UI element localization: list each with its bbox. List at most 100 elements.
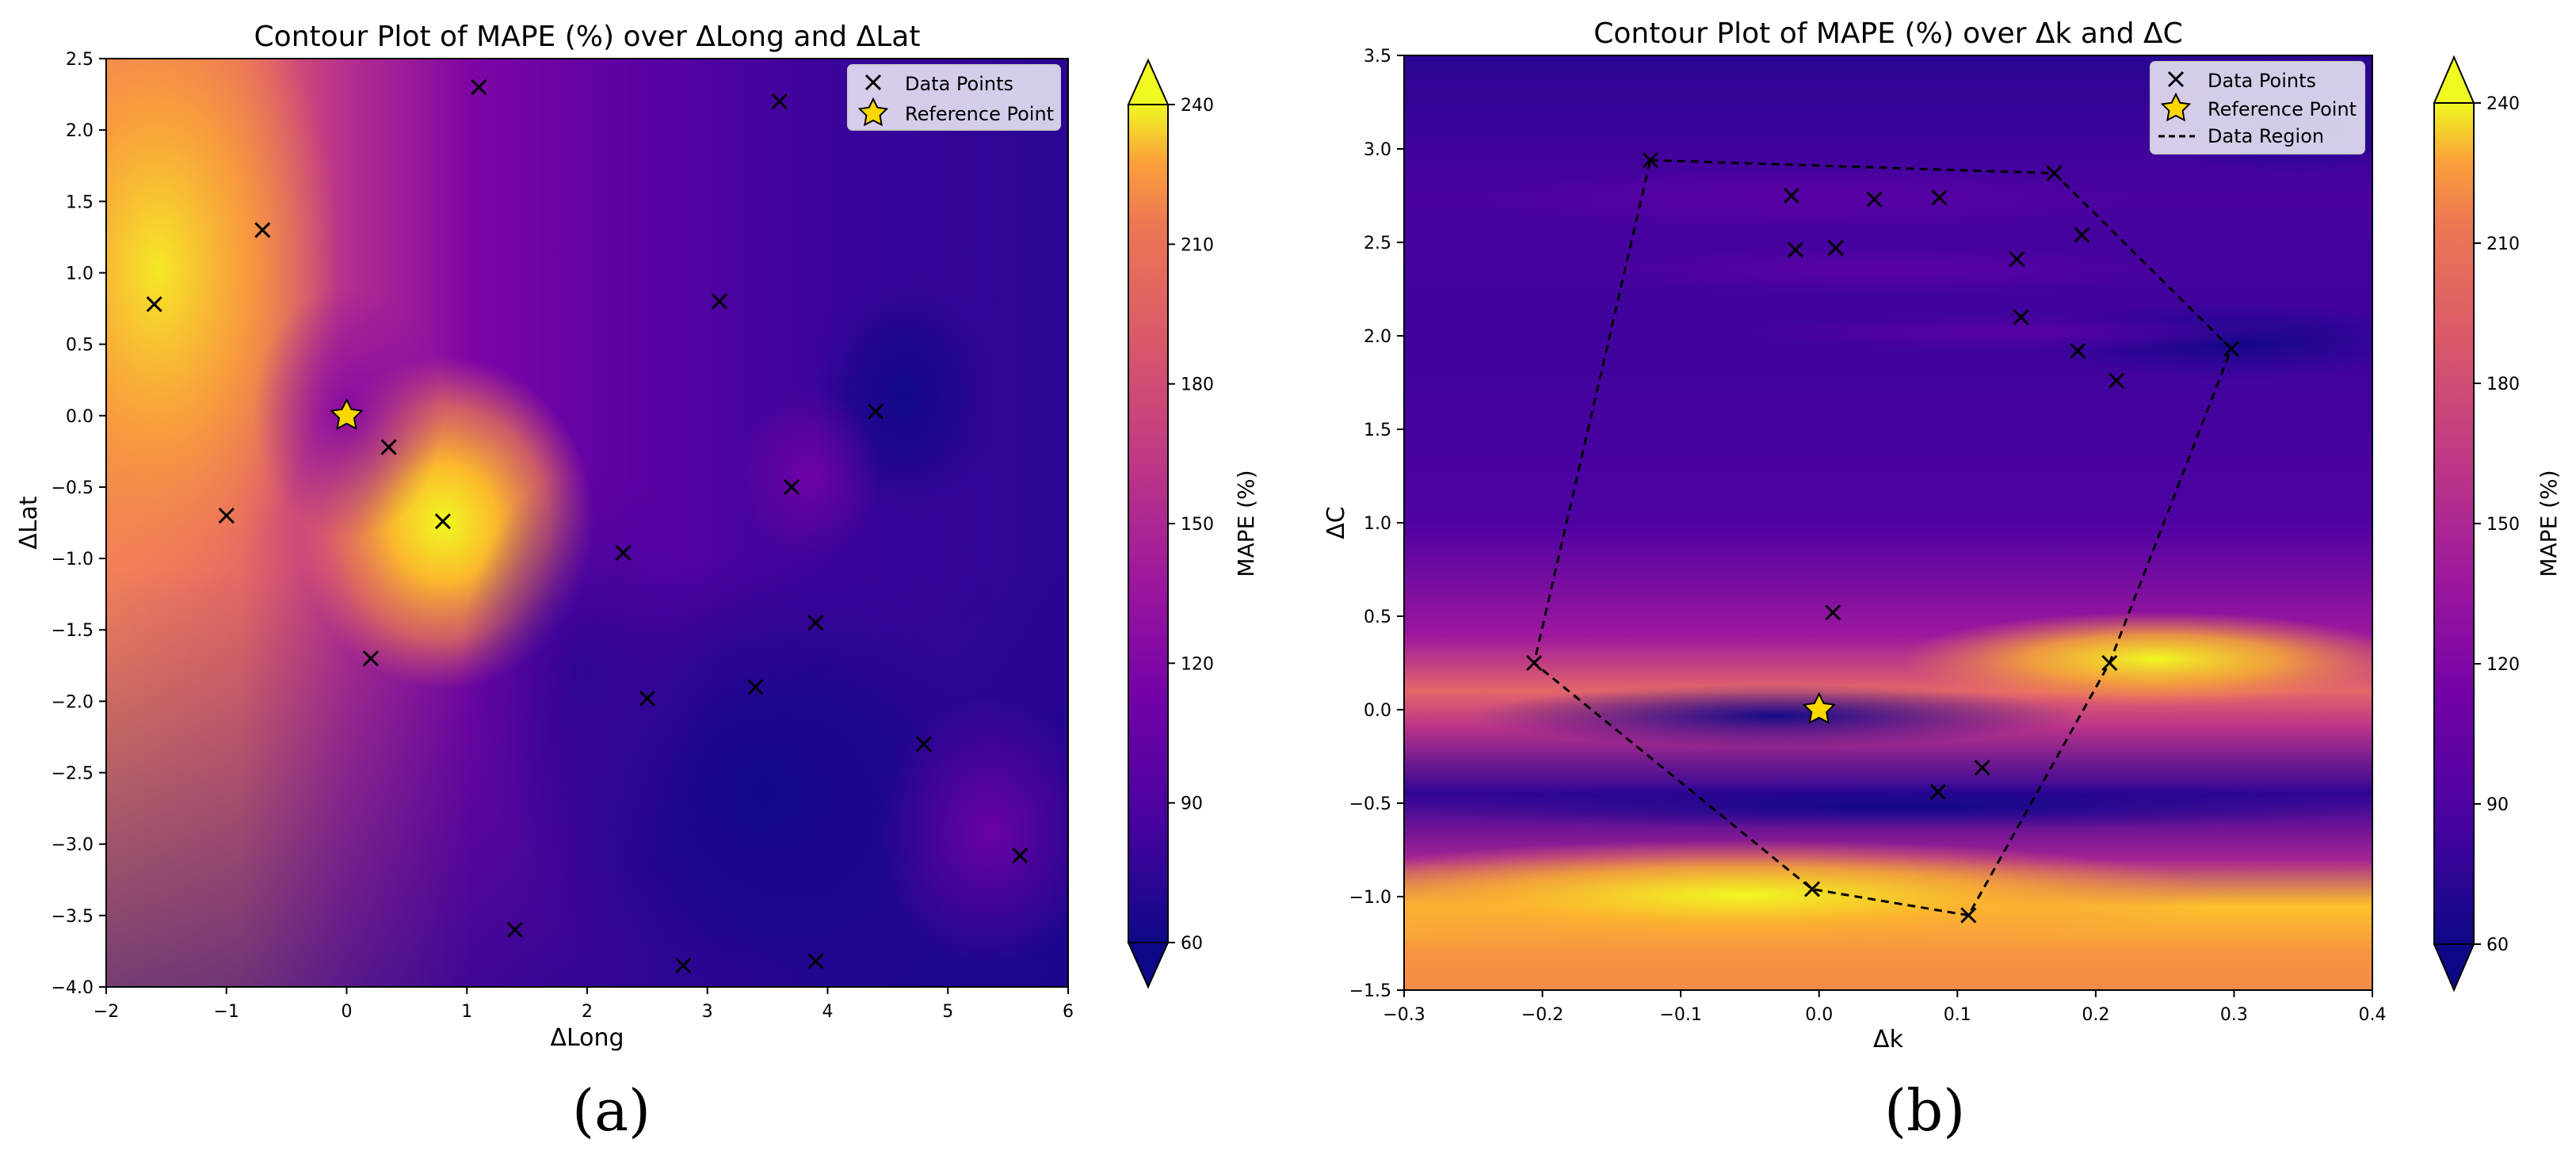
colorbar-extend-top-a [1127, 58, 1170, 105]
colorbar-tick-label-b: 90 [2486, 795, 2509, 815]
y-tick-label-a: −1.0 [52, 550, 93, 569]
data-region-polygon [1532, 158, 2233, 917]
colorbar-b: 60 90 120 150 180 210 240 MAPE (%) [2433, 55, 2562, 992]
data-point-marker [1783, 187, 1799, 204]
data-point-marker [807, 615, 824, 631]
data-point-marker [1787, 242, 1804, 258]
data-point-marker [1526, 654, 1543, 672]
colorbar-tick-label-b: 60 [2486, 935, 2509, 955]
colorbar-tick-label-b: 180 [2486, 375, 2520, 394]
y-tick-label-a: −3.0 [52, 836, 93, 855]
x-tick-label-b: 0.0 [1805, 1005, 1833, 1025]
x-tick-label-b: −0.2 [1521, 1005, 1563, 1025]
data-point-marker [915, 736, 932, 752]
x-tick-label-a: 6 [1063, 1002, 1074, 1022]
legend-marker-reference-point-a [857, 97, 889, 127]
y-tick-label-a: −4.0 [52, 978, 93, 998]
colorbar-ticks-a: 60 90 120 150 180 210 240 [1168, 96, 1214, 954]
data-point-marker [2046, 165, 2063, 181]
colorbar-label-b: MAPE (%) [2536, 470, 2562, 577]
y-tick-label-a: −1.5 [52, 621, 93, 641]
colorbar-tick-label-a: 240 [1181, 96, 1214, 116]
y-axis-label-a: ΔLat [15, 496, 43, 550]
y-tick-label-a: −2.0 [52, 692, 93, 712]
colorbar-a: 60 90 120 150 180 210 240 MAPE (%) [1127, 58, 1259, 989]
colorbar-tick-label-a: 150 [1181, 515, 1214, 535]
data-point-marker [1931, 189, 1948, 206]
y-axis-label-b: ΔC [1322, 506, 1350, 539]
colorbar-tick-label-a: 60 [1181, 934, 1203, 954]
y-tick-label-a: −3.5 [52, 907, 93, 927]
x-tick-label-b: −0.3 [1383, 1005, 1425, 1025]
contour-field-a [106, 59, 1068, 987]
legend-label-reference-point-b: Reference Point [2208, 98, 2357, 120]
y-tick-label-a: 2.5 [66, 50, 93, 70]
y-tick-label-a: 1.0 [66, 264, 93, 284]
data-point-marker [1974, 760, 1990, 776]
x-tick-label-b: −0.1 [1659, 1005, 1701, 1025]
data-point-marker [2013, 309, 2029, 326]
x-tick-label-b: 0.3 [2220, 1005, 2248, 1025]
reference-point-marker [330, 398, 364, 430]
y-tick-label-b: 2.5 [1364, 234, 1391, 253]
colorbar-label-a: MAPE (%) [1233, 470, 1259, 577]
data-point-marker [783, 478, 800, 495]
colorbar-tick-label-a: 90 [1181, 794, 1203, 814]
x-tick-label-b: 0.2 [2082, 1005, 2109, 1025]
y-tick-label-a: 0.0 [66, 407, 93, 427]
x-axis-label-b: Δk [1873, 1026, 1904, 1053]
colorbar-extend-top-b [2433, 55, 2475, 104]
x-tick-label-b: 0.1 [1944, 1005, 1971, 1025]
x-tick-label-a: −2 [93, 1002, 119, 1022]
colorbar-gradient-a [1128, 104, 1169, 943]
reference-point-marker [1802, 691, 1836, 725]
panel-b: Contour Plot of MAPE (%) over Δk and ΔC … [1322, 17, 2562, 1053]
data-point-marker [771, 93, 788, 110]
x-tick-label-a: 0 [342, 1002, 353, 1022]
data-point-marker [362, 650, 379, 667]
legend-label-reference-point-a: Reference Point [905, 103, 1054, 125]
y-tick-label-a: 2.0 [66, 121, 93, 141]
colorbar-tick-label-b: 240 [2486, 94, 2520, 114]
data-point-marker [218, 507, 235, 524]
y-tick-label-b: 0.0 [1364, 701, 1391, 721]
y-tick-label-b: −1.0 [1349, 888, 1391, 908]
legend-marker-data-points-a [864, 74, 882, 91]
data-point-marker [2009, 251, 2025, 268]
x-tick-label-a: −1 [214, 1002, 239, 1022]
colorbar-tick-label-a: 180 [1181, 375, 1214, 395]
x-tick-label-b: 0.4 [2359, 1005, 2387, 1025]
data-point-marker [2074, 227, 2090, 243]
data-point-marker [146, 296, 162, 313]
data-point-marker [1825, 604, 1841, 621]
x-axis-label-a: ΔLong [550, 1024, 624, 1052]
contour-field-b [1404, 55, 2372, 990]
data-point-marker [434, 513, 451, 530]
data-point-marker [868, 403, 884, 420]
data-point-marker [1803, 881, 1821, 897]
y-tick-label-b: 1.0 [1364, 514, 1391, 534]
y-tick-label-b: −1.5 [1349, 981, 1391, 1001]
legend-marker-data-points-b [2167, 70, 2185, 88]
data-point-marker [2070, 342, 2086, 359]
chart-title-a: Contour Plot of MAPE (%) over ΔLong and … [254, 21, 921, 53]
data-point-marker [1929, 783, 1946, 800]
legend-b: Data Points Reference Point Data Region [2150, 61, 2365, 154]
data-point-marker [1960, 907, 1977, 924]
colorbar-tick-label-a: 210 [1181, 235, 1214, 255]
data-point-marker [639, 690, 655, 707]
colorbar-ticks-b: 60 90 120 150 180 210 240 [2474, 94, 2520, 955]
data-point-marker [1642, 152, 1658, 169]
data-point-marker [711, 293, 727, 310]
panel-label-a: (a) [572, 1077, 651, 1144]
y-tick-label-a: 1.5 [66, 192, 93, 212]
y-tick-label-b: 1.5 [1364, 421, 1391, 440]
data-point-marker [807, 953, 824, 969]
data-point-marker [2223, 341, 2239, 357]
legend-label-data-points-b: Data Points [2208, 70, 2316, 92]
data-point-marker [2108, 372, 2125, 389]
data-point-marker [747, 679, 764, 695]
data-point-marker [471, 79, 487, 96]
y-tick-label-b: 2.0 [1364, 327, 1391, 347]
